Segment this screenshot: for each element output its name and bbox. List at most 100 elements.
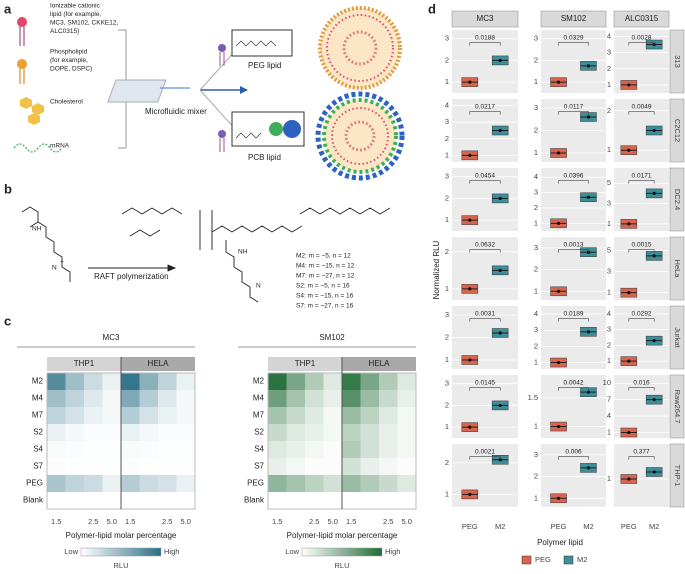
row-label: S7 [33,462,43,471]
legend-high: High [164,547,179,556]
heat-cell [84,475,103,492]
heat-cell [139,475,158,492]
heat-cell [102,407,121,424]
point [586,115,591,119]
bracket [628,249,655,253]
component-label: Ionizable cationic [50,3,101,10]
heat-cell [268,407,287,424]
peg-label: PEG lipid [248,61,281,70]
bracket [469,456,501,460]
legend-title: RLU [334,561,349,570]
y-tick-label: 4 [607,31,611,40]
x-tick-label: PEG [551,522,567,531]
bracket [469,42,501,46]
y-tick-label: 4 [607,309,611,318]
y-tick-label: 2 [445,400,449,409]
heat-cell [47,424,66,441]
x-tick-label: PEG [462,522,478,531]
y-tick-label: 1 [445,355,449,364]
component-label: Phospholipid [50,49,88,56]
y-tick-label: 3 [534,34,538,43]
bracket [558,42,589,46]
heat-cell [102,390,121,407]
heat-cell [397,390,416,407]
heat-cell [268,475,287,492]
row-label: S2 [254,428,264,437]
y-tick-label: 3 [534,325,538,334]
p-value: 0.0117 [564,103,584,110]
y-tick-label: 2 [445,55,449,64]
point [468,492,472,496]
heat-cell [397,424,416,441]
heat-cell [158,424,177,441]
y-tick-label: 1 [534,422,538,431]
heat-cell [342,475,361,492]
point [627,359,631,363]
pcb-label: PCB lipid [248,153,281,162]
y-tick-label: 2 [445,134,449,143]
heat-cell [65,390,84,407]
heat-cell [286,407,305,424]
point [586,195,591,199]
y-tick-label: 4 [534,309,538,318]
point [468,358,472,362]
heat-cell [379,373,398,390]
group-label: HELA [369,359,391,368]
y-axis-label: Normalized RLU [432,240,441,299]
polymer-variant: M2: m = ~5, n = 12 [296,253,351,260]
y-tick-label: 1 [445,284,449,293]
heat-cell [379,441,398,458]
y-tick-label: 1 [607,288,611,297]
y-tick-label: 2 [534,203,538,212]
strip [613,10,670,28]
y-tick-label: 3 [534,103,538,112]
strip [669,305,685,370]
p-value: 0.377 [633,448,650,455]
y-tick-label: 1 [534,286,538,295]
row-label: S2 [33,428,43,437]
heat-cell [47,373,66,390]
bracket [558,456,589,460]
p-value: 0.0632 [475,241,495,248]
heat-cell [342,458,361,475]
row-label: PEG [247,479,264,488]
point [586,330,591,334]
heat-cell [65,373,84,390]
point [556,151,561,155]
polymer-variant: S2: m = ~5, n = 16 [296,283,350,290]
strip [451,10,519,28]
heat-cell [286,492,305,509]
point [627,83,631,87]
heat-cell [379,458,398,475]
mixer-icon [107,39,248,141]
point [627,291,631,295]
heat-cell [47,390,66,407]
heatmap-title: SM102 [319,333,345,342]
heat-cell [342,441,361,458]
x-tick-label: 1.5 [51,517,61,526]
row-label: M7 [32,411,44,420]
y-tick-label: 2 [445,332,449,341]
heat-cell [84,441,103,458]
component-label: (for example, [50,57,88,64]
p-value: 0.0013 [564,241,584,248]
y-tick-label: 2 [534,55,538,64]
y-tick-label: 2 [534,265,538,274]
x-tick-label: 2.5 [162,517,172,526]
y-tick-label: 1 [445,489,449,498]
strip [669,374,685,439]
p-value: 0.0189 [564,310,584,317]
mixer-label: Microfluidic mixer [145,107,207,116]
p-value: 0.016 [633,379,650,386]
bracket [628,42,655,46]
point [556,80,561,84]
peg-lipid-icon [218,29,293,66]
bracket [628,180,655,184]
point [498,128,502,133]
y-tick-label: 3 [445,310,449,319]
bracket [469,387,501,391]
bracket [558,180,589,184]
x-tick-label: 5.0 [328,517,338,526]
polymer-variant: M7: m = ~27, n = 12 [296,273,355,280]
y-tick-label: 3 [445,379,449,388]
